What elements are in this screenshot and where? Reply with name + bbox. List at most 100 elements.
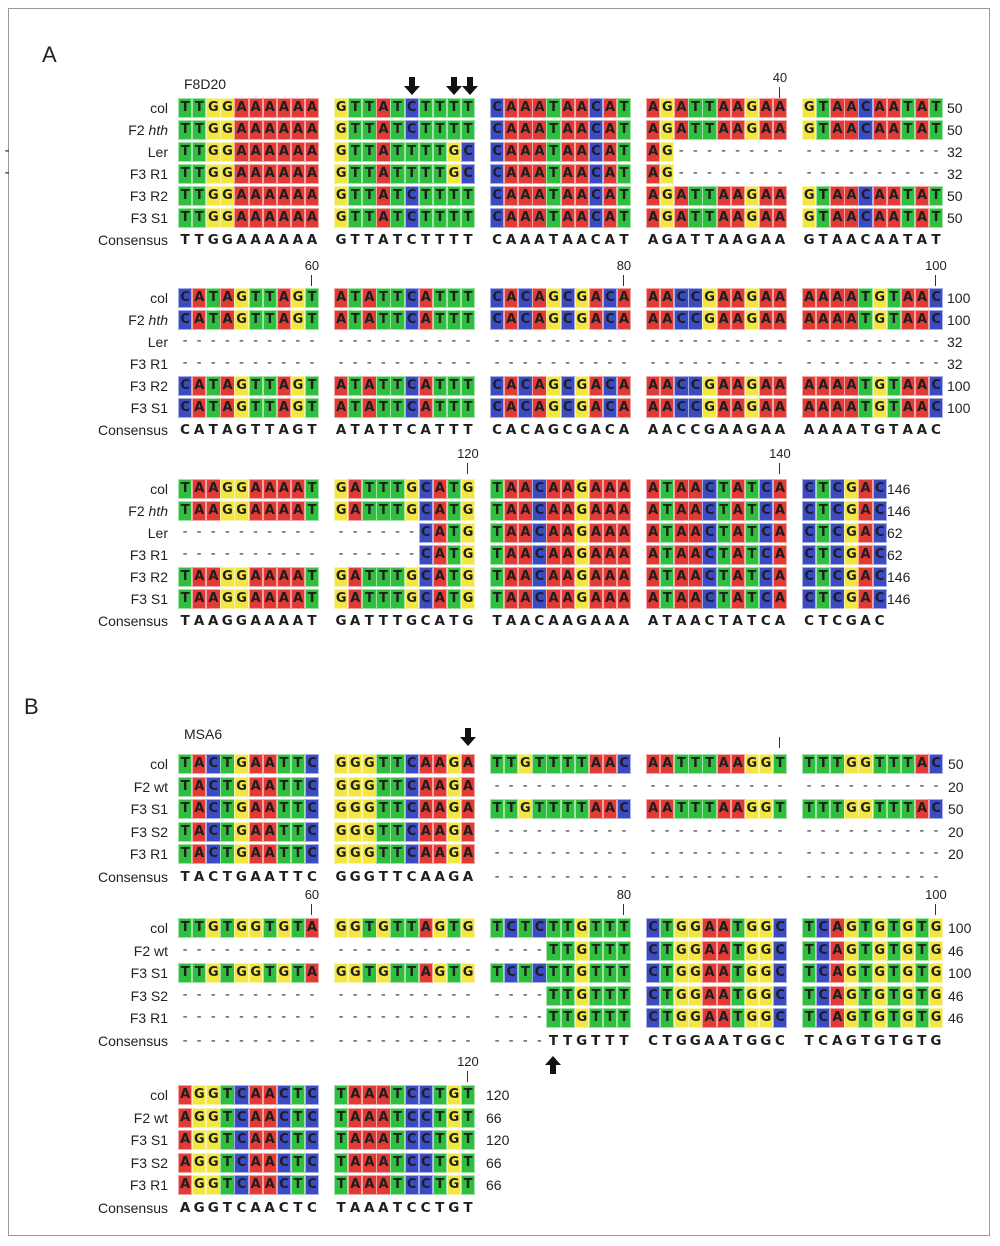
- panel-a-row-f3-s1-base-T: T: [390, 398, 405, 418]
- panel-b-row-f2-wt-base-A: A: [192, 776, 207, 797]
- panel-b-row-f2-wt-base-C: C: [418, 1107, 433, 1128]
- panel-b-row-f3-s1-base-T: T: [390, 799, 405, 820]
- panel-a-row-f3-s1-base-A: A: [560, 208, 575, 228]
- panel-a-row-col-base-G: G: [802, 98, 817, 118]
- panel-a-row-f3-s1-base-C: C: [802, 589, 817, 609]
- panel-a-row-col-base-A: A: [206, 479, 221, 499]
- panel-b-row-f3-s2-base-C: C: [404, 1152, 419, 1173]
- panel-b-row-f3-s2-base-A: A: [376, 1152, 391, 1173]
- panel-a-row-col-base-C: C: [702, 479, 717, 499]
- panel-b-consensus-0-base: T: [293, 869, 303, 885]
- panel-b-row-f3-r1-base-T: T: [460, 1175, 476, 1196]
- panel-b-row-col-base-G: G: [362, 754, 377, 774]
- panel-a-row-col-base-T: T: [262, 288, 277, 308]
- panel-a-row-col-base-C: C: [490, 98, 505, 118]
- panel-b-consensus-1-gap: -: [293, 1033, 303, 1049]
- panel-b-row-f3-r1-base-C: C: [816, 1008, 831, 1029]
- panel-b-consensus-1-base: A: [718, 1033, 729, 1049]
- panel-b-consensus-0-gap: -: [677, 869, 686, 885]
- panel-a-row-ler-gap: -: [350, 524, 360, 540]
- panel-b-consensus-0-gap: -: [931, 869, 941, 885]
- panel-b-row-f3-s1-base-G: G: [234, 963, 249, 984]
- panel-a-row-f2-hth-base-A: A: [830, 310, 845, 330]
- panel-a-row-f3-s1-label: F3 S1: [130, 400, 168, 416]
- panel-a-row-ler-base-T: T: [816, 523, 831, 543]
- panel-b-row-f3-s2-base-G: G: [234, 821, 249, 842]
- panel-a-row-f3-s1-base-T: T: [348, 398, 363, 418]
- panel-a-row-f2-hth-base-T: T: [460, 120, 476, 140]
- panel-b-consensus-0-gap: -: [506, 869, 516, 885]
- panel-a-row-f3-r2-base-T: T: [744, 567, 760, 587]
- panel-b-row-f3-s1-label: F3 S1: [130, 1132, 168, 1149]
- panel-b-consensus-0-base: C: [306, 869, 317, 885]
- panel-a-consensus-0-base: T: [435, 232, 445, 248]
- panel-b-row-f3-s2-base-T: T: [914, 985, 930, 1006]
- panel-a-row-f3-s1-base-A: A: [660, 398, 675, 418]
- panel-b-row-f3-s1-base-T: T: [546, 963, 561, 984]
- panel-b-row-f3-s1-base-C: C: [404, 799, 419, 820]
- panel-b-row-f3-r1-base-T: T: [546, 1008, 561, 1029]
- panel-b-consensus-2-base: A: [364, 1200, 375, 1216]
- panel-b-down-arrow-icon: [459, 728, 476, 746]
- panel-a-row-ler-gap: -: [917, 143, 927, 159]
- panel-b-row-f3-r1-base-C: C: [418, 1175, 433, 1196]
- panel-a-row-ler-base-T: T: [404, 142, 419, 162]
- panel-a-row-f3-r1-gap: -: [336, 546, 346, 562]
- panel-b-row-col-base-C: C: [646, 918, 661, 938]
- panel-b-row-f3-s1-base-T: T: [290, 963, 306, 984]
- panel-a-row-f3-r1-base-C: C: [490, 164, 505, 184]
- panel-a-row-f3-s1-base-A: A: [504, 208, 519, 228]
- panel-a-consensus-0-base: A: [562, 232, 573, 248]
- panel-a-row-f3-r2-base-C: C: [702, 567, 717, 587]
- panel-a-row-f3-r1-base-T: T: [418, 164, 433, 184]
- panel-a-row-col-count: 146: [887, 481, 911, 497]
- panel-a-row-f3-r1-base-A: A: [518, 545, 533, 565]
- panel-a-row-col-base-A: A: [532, 98, 547, 118]
- panel-a-row-f3-r1-gap: -: [861, 165, 870, 181]
- panel-a-row-col-base-A: A: [716, 98, 731, 118]
- panel-a-row-f3-r2-base-T: T: [616, 186, 632, 206]
- panel-b-row-f2-wt-gap: -: [691, 777, 700, 794]
- panel-a-row-ler-gap: -: [747, 143, 756, 159]
- panel-a-consensus-2-base: C: [420, 613, 431, 629]
- panel-a-consensus-2-base: A: [676, 613, 687, 629]
- panel-b-row-f3-r1-base-T: T: [730, 1008, 745, 1029]
- panel-b-consensus-0-gap: -: [492, 869, 502, 885]
- panel-b-row-col-base-G: G: [460, 918, 476, 938]
- panel-b-row-f3-r1-base-T: T: [858, 1008, 873, 1029]
- panel-a-row-f3-s1-base-A: A: [290, 208, 306, 228]
- panel-b-row-col-base-T: T: [220, 918, 235, 938]
- panel-a-row-f3-s1-base-T: T: [660, 589, 675, 609]
- panel-b-row-f3-r1-gap: -: [336, 1009, 346, 1026]
- panel-a-row-col-base-G: G: [334, 98, 349, 118]
- panel-a-row-f3-s1-base-A: A: [758, 208, 774, 228]
- panel-b-row-f3-s2-base-T: T: [546, 985, 561, 1006]
- panel-b-row-col-base-T: T: [290, 1085, 306, 1105]
- panel-b-row-f2-wt-gap: -: [648, 777, 658, 794]
- panel-b-row-col-base-T: T: [858, 918, 873, 938]
- panel-b-consensus-0-gap: -: [719, 869, 728, 885]
- panel-a-row-f3-r1-gap: -: [705, 165, 714, 181]
- panel-a-row-f3-r2-base-T: T: [816, 186, 831, 206]
- panel-b-row-f3-s1-base-A: A: [248, 799, 263, 820]
- panel-a-row-f3-r1-base-C: C: [460, 164, 476, 184]
- panel-a-row-f3-r1-gap: -: [847, 165, 856, 181]
- panel-b-row-f3-s1-base-T: T: [276, 799, 292, 820]
- panel-a-row-ler-gap: -: [2, 143, 12, 159]
- panel-b-row-col-base-G: G: [674, 918, 689, 938]
- panel-b-row-f3-s1-base-G: G: [362, 799, 377, 820]
- panel-b-row-f3-r1-gap: -: [931, 845, 941, 862]
- panel-a-row-f3-r1-gap: -: [605, 355, 615, 371]
- panel-a-row-ler-gap: -: [449, 333, 459, 349]
- panel-b-row-f3-r1-gap: -: [194, 1009, 204, 1026]
- panel-b-row-f2-wt-gap: -: [861, 777, 870, 794]
- panel-a-row-ler-gap: -: [223, 524, 232, 540]
- panel-a-row-f3-r1-base-T: T: [192, 164, 207, 184]
- panel-a-row-f3-s1-base-G: G: [844, 589, 859, 609]
- panel-a-row-f3-r1-base-C: C: [532, 545, 547, 565]
- panel-b-row-f3-s2-gap: -: [393, 986, 402, 1003]
- panel-b-row-f2-wt-base-G: G: [192, 1107, 207, 1128]
- panel-a-row-f2-hth-base-C: C: [490, 120, 505, 140]
- panel-b-consensus-1-gap: -: [223, 1033, 232, 1049]
- panel-b-row-f2-wt-base-G: G: [928, 940, 944, 961]
